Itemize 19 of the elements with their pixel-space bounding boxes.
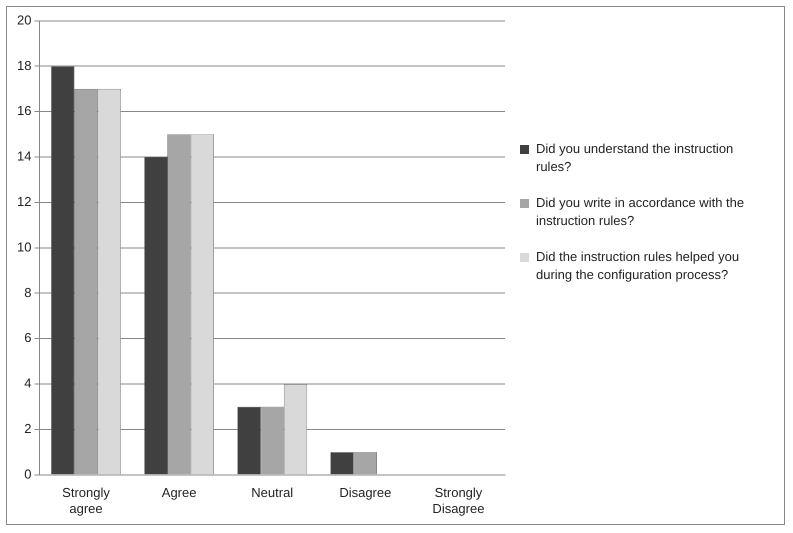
y-tick-label: 10 [16, 239, 32, 254]
x-tick-label: Disagree [339, 485, 392, 500]
y-tick-label: 20 [16, 12, 32, 28]
y-tick-label: 14 [16, 148, 32, 164]
legend-label: Did you understand the instruction rules? [536, 140, 734, 176]
y-tick-label: 2 [24, 420, 32, 436]
y-tick-label: 18 [16, 58, 32, 73]
y-tick-label: 16 [16, 103, 32, 118]
x-tick-label: Strongly Disagree [432, 485, 484, 516]
y-tick-label: 8 [24, 284, 32, 300]
y-tick-label: 6 [24, 330, 32, 346]
y-tick-label: 4 [24, 376, 32, 391]
legend-label: Did you write in accordance with the instruction rules? [536, 194, 746, 230]
x-tick-label: Strongly agree [62, 485, 110, 516]
y-tick-label: 0 [24, 466, 32, 482]
legend-label: Did the instruction rules helped you during the configuration process? [536, 248, 740, 284]
x-tick-label: Neutral [251, 485, 294, 500]
x-tick-label: Agree [162, 485, 196, 500]
y-tick-label: 12 [16, 194, 32, 209]
